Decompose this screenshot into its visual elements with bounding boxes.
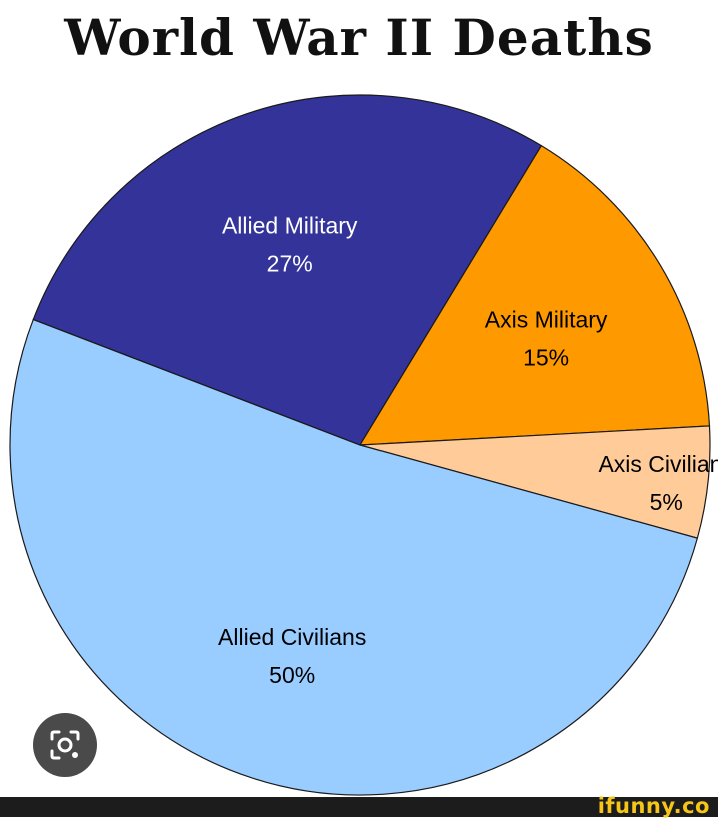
slice-value-axis-civilians: 5%	[650, 489, 683, 515]
slice-label-axis-civilians: Axis Civilians	[598, 451, 718, 477]
slice-label-allied-military: Allied Military	[222, 213, 358, 239]
slice-label-axis-military: Axis Military	[485, 306, 608, 332]
footer-bar: ifunny.co	[0, 794, 718, 818]
pie-slice-axis-military	[358, 144, 711, 446]
pie-slice-allied-civilians	[9, 318, 699, 796]
slice-value-allied-civilians: 50%	[269, 662, 315, 688]
chart-title: World War II Deaths	[64, 8, 654, 67]
slice-label-allied-civilians: Allied Civilians	[218, 624, 366, 650]
slice-value-axis-military: 15%	[523, 344, 569, 370]
brand-watermark: ifunny.co	[597, 794, 710, 818]
slice-value-allied-military: 27%	[267, 251, 313, 277]
camera-lens-icon	[50, 730, 80, 760]
visual-search-button[interactable]	[33, 713, 97, 777]
pie-slice-allied-military	[32, 94, 543, 446]
pie-chart: Allied Military 27% Axis Military 15% Axis C…	[9, 94, 718, 796]
